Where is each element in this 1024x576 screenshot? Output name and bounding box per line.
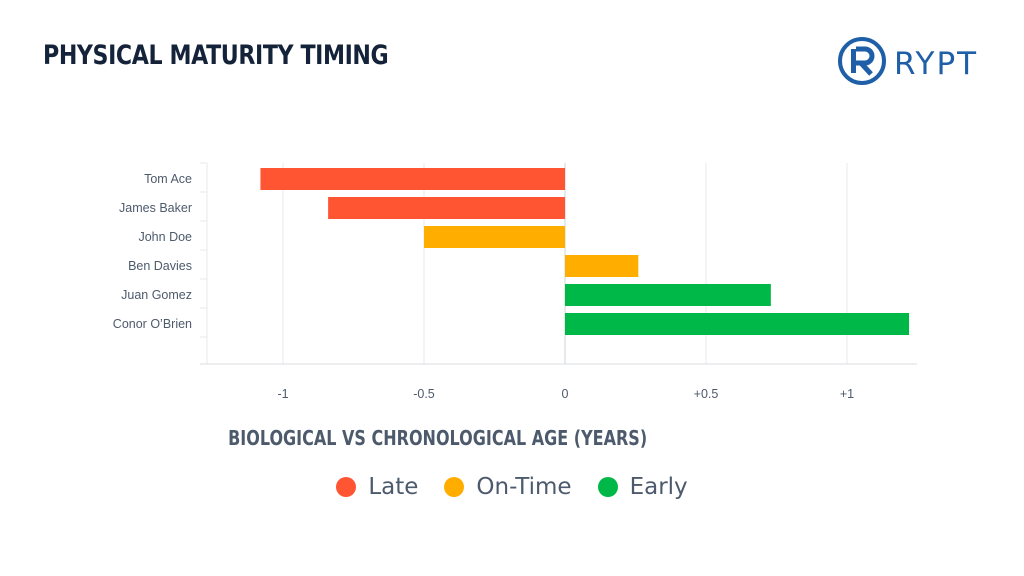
legend-dot-late-icon: [336, 477, 357, 497]
bar: [565, 255, 639, 277]
chart-legend: Late On-Time Early: [0, 474, 1024, 500]
logo-text: RYPT: [894, 45, 979, 82]
y-tick-label: Tom Ace: [144, 172, 192, 186]
legend-label-early: Early: [629, 474, 688, 500]
bar: [260, 168, 565, 190]
x-tick-label: +1: [840, 387, 854, 401]
bar: [424, 226, 565, 248]
y-tick-label: Ben Davies: [128, 259, 192, 273]
x-axis-title: BIOLOGICAL VS CHRONOLOGICAL AGE (YEARS): [228, 426, 648, 450]
bar-chart: Tom Ace James Baker John Doe Ben Davies Juan…: [113, 162, 917, 401]
x-tick-label: -0.5: [413, 387, 435, 401]
legend-label-on-time: On-Time: [476, 474, 572, 500]
rypt-logo-icon: [836, 35, 888, 92]
legend-item-on-time: On-Time: [444, 474, 572, 500]
page-title: PHYSICAL MATURITY TIMING: [43, 40, 389, 71]
bar: [565, 284, 771, 306]
x-tick-label: -1: [277, 387, 288, 401]
legend-item-early: Early: [597, 474, 688, 500]
x-tick-label: 0: [562, 387, 569, 401]
y-tick-label: James Baker: [119, 201, 192, 215]
legend-dot-early-icon: [597, 477, 618, 497]
y-tick-label: Juan Gomez: [121, 288, 192, 302]
legend-dot-on-time-icon: [444, 477, 465, 497]
legend-item-late: Late: [336, 474, 418, 500]
bar: [328, 197, 565, 219]
brand-logo: RYPT: [836, 35, 978, 92]
bar: [565, 313, 910, 335]
x-tick-label: +0.5: [694, 387, 719, 401]
legend-label-late: Late: [368, 474, 419, 500]
y-tick-label: John Doe: [138, 230, 192, 244]
y-tick-label: Conor O’Brien: [113, 317, 192, 331]
